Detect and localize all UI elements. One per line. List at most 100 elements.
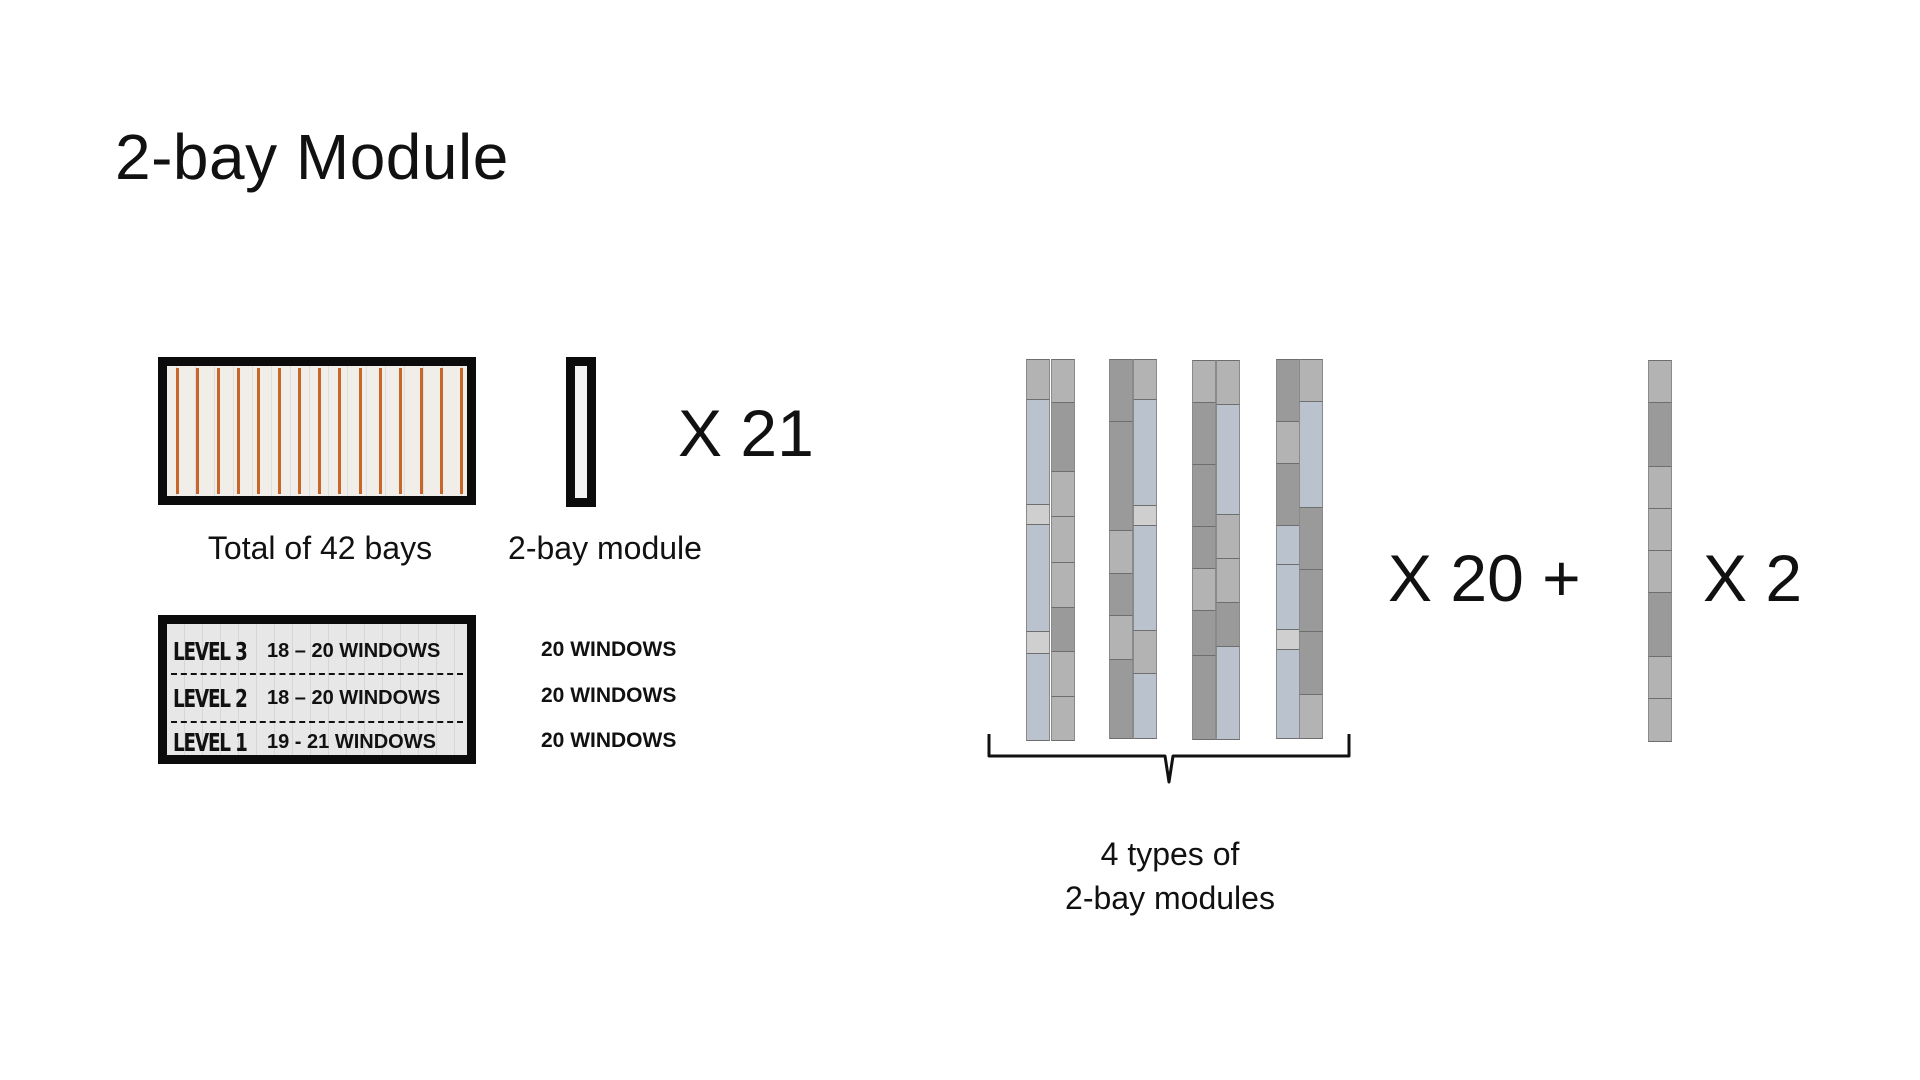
types-caption: 4 types of 2-bay modules: [1015, 832, 1325, 920]
level-row: LEVEL 2 18 – 20 WINDOWS: [173, 679, 461, 717]
panel-segment: [1216, 513, 1240, 558]
bay-line: [176, 368, 179, 494]
panel-segment: [1216, 601, 1240, 646]
panel-segment: [1216, 403, 1240, 514]
level-row: LEVEL 1 19 - 21 WINDOWS: [173, 724, 461, 760]
module-strip: [1051, 359, 1075, 741]
panel-segment: [1648, 465, 1672, 508]
panel-segment: [1276, 564, 1300, 630]
panel-segment: [1192, 360, 1216, 402]
level-row: LEVEL 3 18 – 20 WINDOWS: [173, 632, 461, 670]
panel-segment: [1051, 696, 1075, 741]
bay-line: [419, 368, 423, 494]
panel-segment: [1026, 653, 1050, 741]
panel-segment: [1192, 402, 1216, 464]
level-target-windows: 20 WINDOWS: [541, 638, 677, 661]
panel-segment: [1109, 421, 1133, 530]
panel-segment: [1648, 697, 1672, 742]
module-strip: [1216, 360, 1240, 740]
panel-segment: [1648, 592, 1672, 656]
two-bay-module-diagram: [566, 357, 596, 507]
panel-segment: [1109, 529, 1133, 574]
panel-segment: [1133, 630, 1157, 673]
panel-segment: [1648, 402, 1672, 466]
types-multiplier: X 20 +: [1388, 541, 1581, 615]
panel-segment: [1051, 651, 1075, 697]
panel-segment: [1299, 693, 1323, 739]
panel-segment: [1051, 561, 1075, 607]
panel-segment: [1648, 360, 1672, 403]
panel-segment: [1276, 524, 1300, 565]
bay-line: [358, 368, 362, 494]
panel-segment: [1276, 359, 1300, 421]
levels-diagram: LEVEL 3 18 – 20 WINDOWS LEVEL 2 18 – 20 …: [158, 615, 476, 764]
bay-line: [399, 368, 403, 494]
bay-line: [236, 368, 240, 494]
panel-segment: [1051, 471, 1075, 516]
bay-line: [338, 368, 342, 494]
bay-line: [297, 368, 301, 494]
panel-segment: [1133, 399, 1157, 505]
panel-segment: [1299, 401, 1323, 507]
panel-segment: [1051, 515, 1075, 562]
panel-segment: [1216, 645, 1240, 740]
level-name: LEVEL 2: [173, 683, 248, 713]
level-name: LEVEL 1: [173, 727, 248, 757]
grouping-brace: [987, 734, 1351, 784]
panel-segment: [1276, 649, 1300, 739]
panel-segment: [1192, 610, 1216, 655]
panel-segment: [1133, 359, 1157, 400]
panel-segment: [1051, 401, 1075, 472]
panel-segment: [1648, 549, 1672, 593]
panel-segment: [1299, 359, 1323, 402]
panel-segment: [1276, 462, 1300, 525]
panel-segment: [1026, 359, 1050, 399]
bay-line: [277, 368, 281, 494]
level-windows: 18 – 20 WINDOWS: [267, 639, 441, 662]
panel-segment: [1276, 420, 1300, 463]
level-name: LEVEL 3: [173, 636, 248, 666]
panel-segment: [1216, 557, 1240, 602]
module-strip: [1133, 359, 1157, 739]
panel-segment: [1109, 359, 1133, 422]
panel-segment: [1216, 360, 1240, 404]
panel-segment: [1051, 606, 1075, 652]
panel-segment: [1133, 672, 1157, 739]
panel-segment: [1192, 464, 1216, 526]
bay-line: [196, 368, 200, 494]
level-target-windows: 20 WINDOWS: [541, 684, 677, 707]
level-target-windows: 20 WINDOWS: [541, 729, 677, 752]
panel-segment: [1299, 506, 1323, 570]
panel-segment: [1299, 631, 1323, 694]
bay-line: [460, 368, 464, 494]
panel-segment: [1026, 398, 1050, 504]
bay-line: [257, 368, 261, 494]
module-strip: [1299, 359, 1323, 739]
module-strip: [1109, 359, 1133, 739]
module-strip: [1648, 360, 1672, 742]
module-strip: [1026, 359, 1050, 741]
panel-segment: [1026, 523, 1050, 632]
bay-line: [318, 368, 322, 494]
bay-line: [216, 368, 220, 494]
panel-segment: [1051, 359, 1075, 402]
panel-segment: [1276, 629, 1300, 650]
level-windows: 19 - 21 WINDOWS: [267, 730, 436, 753]
panel-segment: [1026, 631, 1050, 654]
panel-segment: [1109, 658, 1133, 739]
single-multiplier: X 2: [1703, 541, 1803, 615]
module-multiplier: X 21: [678, 396, 814, 470]
panel-segment: [1192, 568, 1216, 610]
bay-line: [439, 368, 443, 494]
page-title: 2-bay Module: [115, 121, 509, 193]
facade-bays-diagram: [158, 357, 476, 505]
panel-segment: [1133, 504, 1157, 525]
panel-segment: [1299, 569, 1323, 632]
bays-caption: Total of 42 bays: [207, 530, 433, 566]
panel-segment: [1109, 573, 1133, 616]
panel-segment: [1192, 655, 1216, 740]
level-windows: 18 – 20 WINDOWS: [267, 686, 441, 709]
module-strip: [1276, 359, 1300, 739]
panel-segment: [1109, 615, 1133, 659]
types-caption-line: 4 types of: [1100, 836, 1240, 872]
